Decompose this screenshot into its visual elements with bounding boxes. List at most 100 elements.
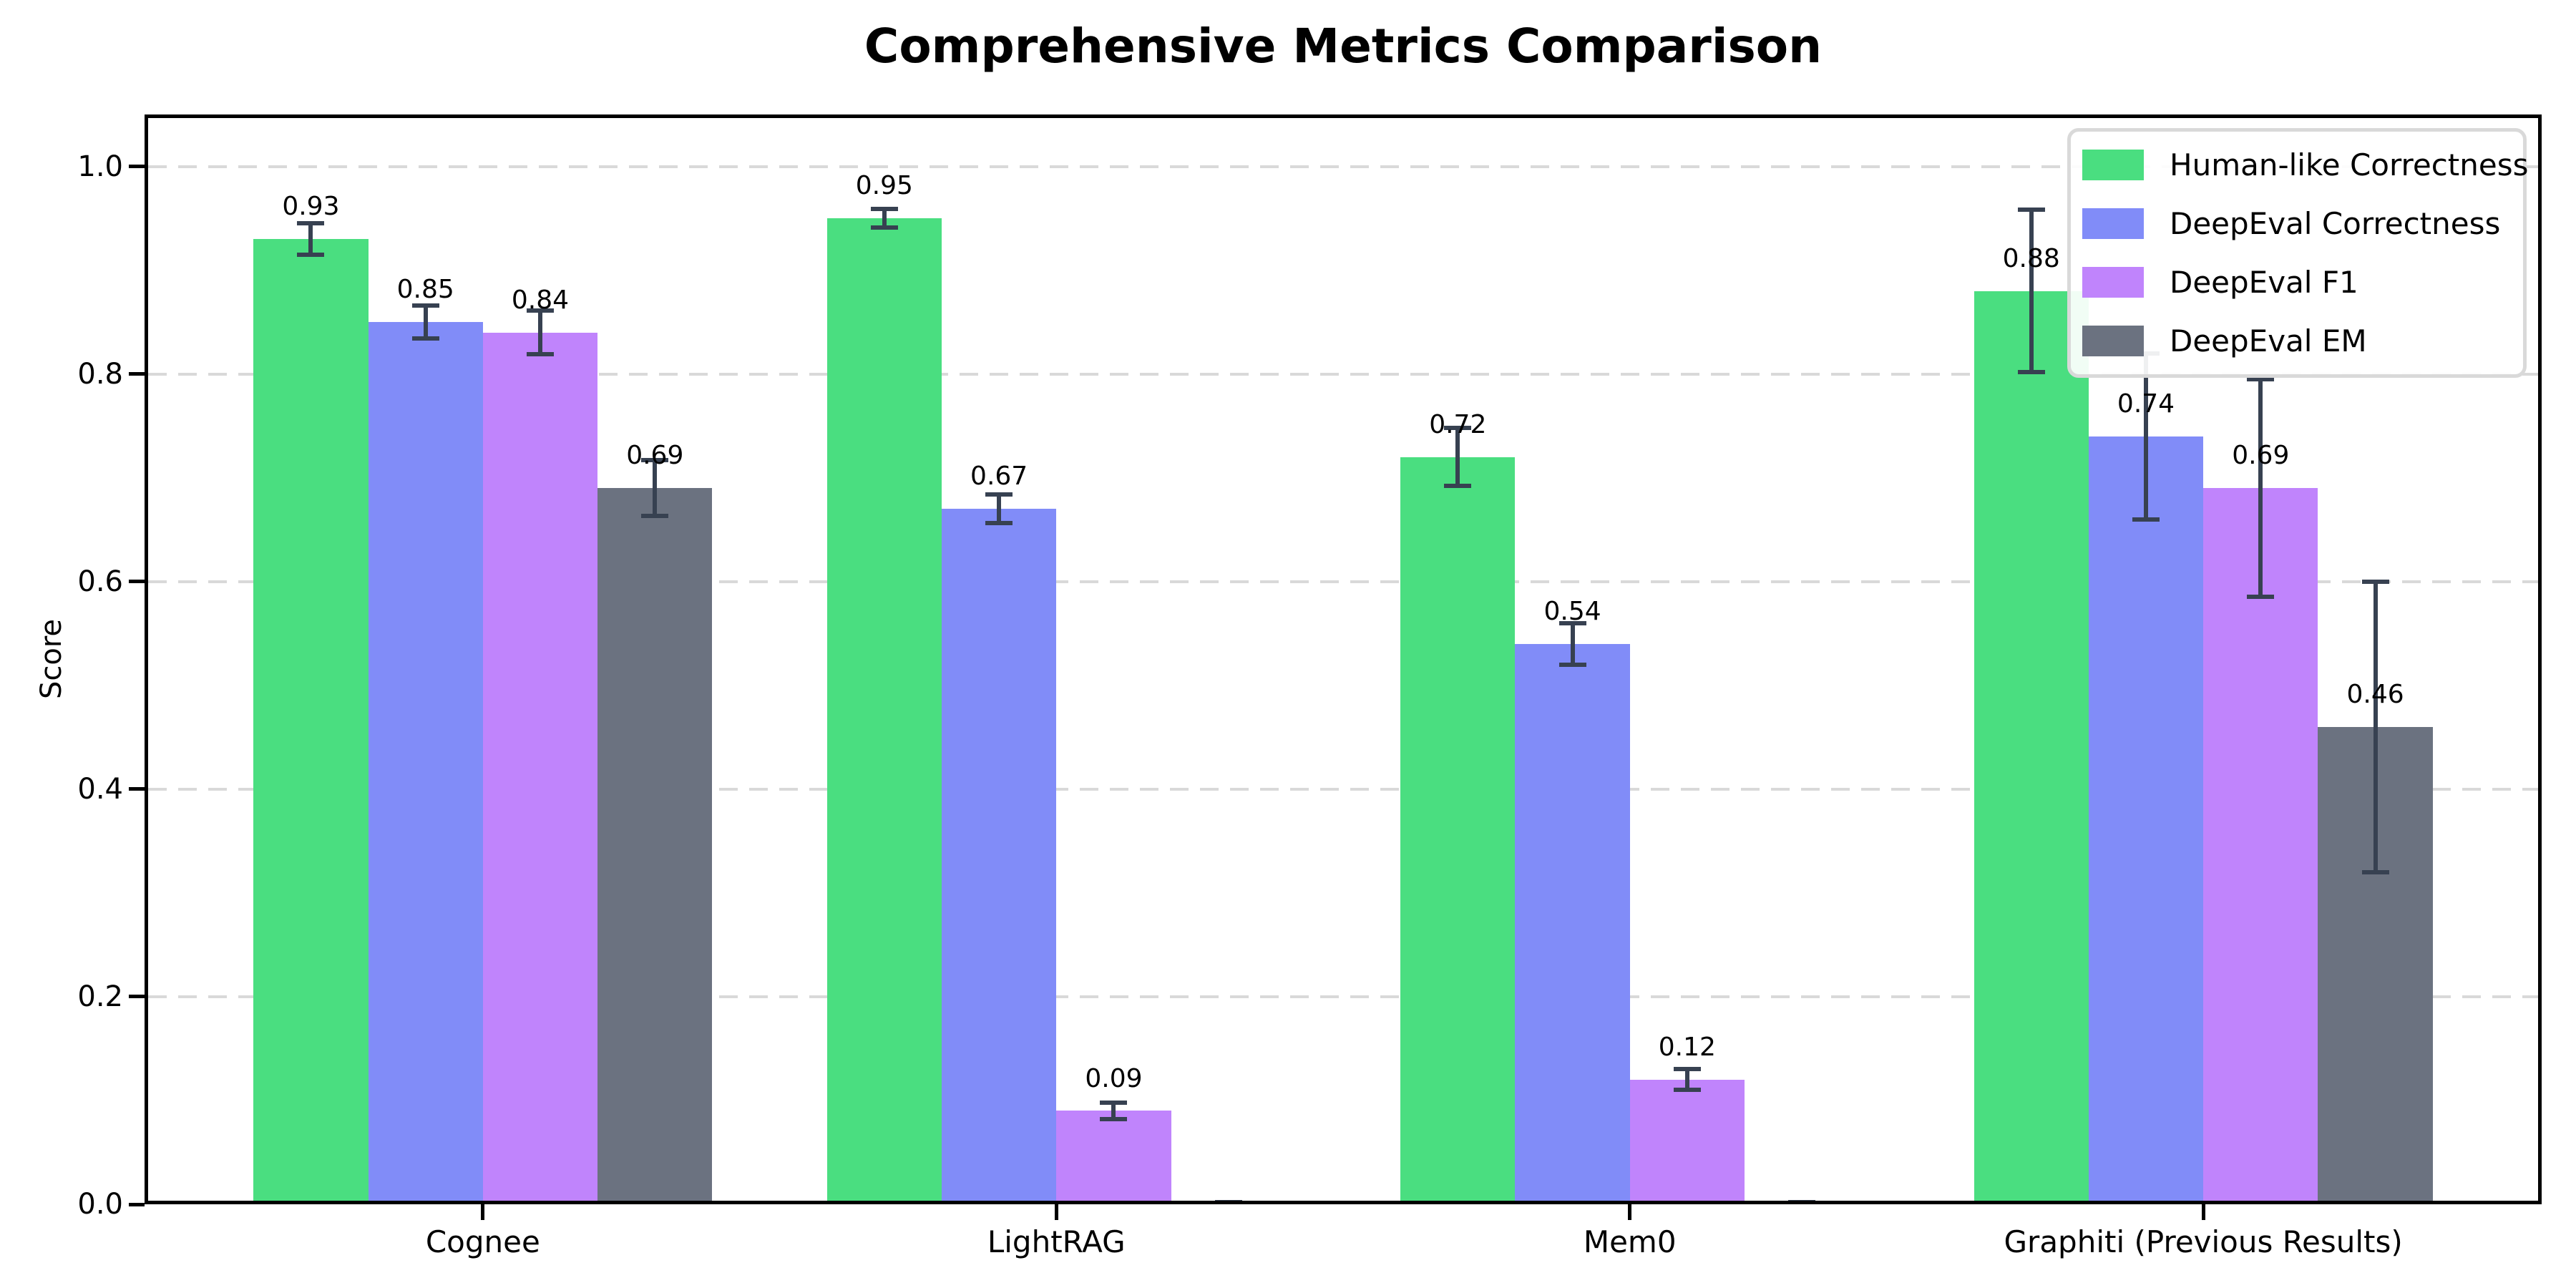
gridline-y-0.4	[148, 787, 2538, 791]
y-tick-0.6	[129, 580, 145, 584]
y-tick-label-0.4: 0.4	[77, 772, 123, 806]
x-tick-label-0: Cognee	[425, 1224, 540, 1259]
error-bar-cap-top-2-2	[1673, 1067, 1701, 1072]
error-bar-cap-top-3-1	[1214, 1200, 1242, 1205]
error-bar-cap-top-1-0	[411, 303, 439, 308]
error-bar-cap-top-3-2	[1788, 1200, 1816, 1205]
bar-value-label-1-3: 0.74	[2117, 389, 2175, 419]
bar-0-3	[1974, 291, 2089, 1204]
error-bar-cap-top-1-2	[1558, 620, 1586, 625]
error-bar-cap-bottom-1-0	[411, 336, 439, 341]
error-bar-0-0	[308, 223, 313, 255]
x-tick-label-3: Graphiti (Previous Results)	[2004, 1224, 2403, 1259]
bar-3-0	[597, 488, 713, 1204]
error-bar-cap-top-0-3	[2017, 208, 2045, 213]
bar-value-label-1-1: 0.67	[970, 462, 1028, 492]
error-bar-0-1	[882, 208, 887, 228]
bar-1-3	[2088, 436, 2204, 1204]
legend-item-human-like-correctness: Human-like Correctness	[2071, 137, 2529, 193]
y-tick-1.0	[129, 165, 145, 169]
error-bar-cap-bottom-1-3	[2132, 517, 2160, 522]
legend-label: DeepEval F1	[2170, 264, 2358, 300]
x-tick-0	[481, 1204, 485, 1220]
legend-swatch-deepeval-f1	[2082, 266, 2144, 298]
gridline-y-0.6	[148, 580, 2538, 583]
y-tick-label-0.2: 0.2	[77, 980, 123, 1013]
bar-value-label-0-0: 0.93	[282, 192, 340, 222]
error-bar-cap-bottom-0-0	[297, 252, 325, 257]
bar-0-1	[826, 218, 942, 1204]
error-bar-3-0	[653, 460, 658, 517]
bar-2-2	[1629, 1079, 1745, 1204]
error-bar-2-0	[537, 311, 542, 355]
error-bar-cap-bottom-2-2	[1673, 1088, 1701, 1093]
error-bar-cap-top-0-1	[870, 206, 898, 211]
bar-2-3	[2203, 488, 2318, 1204]
gridline-y-0.8	[148, 372, 2538, 376]
legend-item-deepeval-em: DeepEval EM	[2071, 313, 2523, 369]
error-bar-cap-top-2-1	[1100, 1100, 1128, 1105]
error-bar-cap-bottom-3-0	[641, 514, 669, 519]
bar-1-1	[941, 509, 1057, 1204]
y-tick-label-1.0: 1.0	[77, 150, 123, 183]
gridline-y-1	[148, 165, 2538, 168]
bar-value-label-2-0: 0.84	[511, 285, 570, 315]
legend: Human-like Correctness DeepEval Correctn…	[2067, 128, 2529, 378]
error-bar-1-1	[997, 494, 1002, 524]
legend-item-deepeval-f1: DeepEval F1	[2071, 254, 2523, 310]
error-bar-cap-top-0-0	[297, 221, 325, 226]
bar-1-2	[1515, 643, 1630, 1204]
bar-1-0	[368, 322, 483, 1204]
error-bar-cap-bottom-2-3	[2247, 595, 2275, 600]
error-bar-2-1	[1111, 1102, 1116, 1120]
legend-swatch-human-like-correctness	[2082, 150, 2144, 181]
error-bar-2-2	[1684, 1069, 1689, 1091]
bar-value-label-0-3: 0.88	[2002, 243, 2060, 273]
bar-value-label-1-2: 0.54	[1543, 596, 1601, 626]
y-tick-0.0	[129, 1202, 145, 1206]
bar-value-label-2-1: 0.09	[1085, 1063, 1143, 1093]
error-bar-cap-bottom-0-3	[2017, 369, 2045, 374]
error-bar-cap-top-3-3	[2361, 579, 2389, 584]
error-bar-cap-top-2-3	[2247, 376, 2275, 381]
legend-label: DeepEval Correctness	[2170, 206, 2501, 242]
chart-title: Comprehensive Metrics Comparison	[864, 19, 1823, 74]
error-bar-cap-bottom-2-1	[1100, 1117, 1128, 1122]
error-bar-cap-bottom-0-2	[1444, 484, 1472, 489]
error-bar-cap-top-0-2	[1444, 426, 1472, 431]
error-bar-cap-bottom-3-3	[2361, 869, 2389, 874]
y-tick-0.2	[129, 995, 145, 999]
y-tick-0.8	[129, 372, 145, 376]
bar-value-label-2-3: 0.69	[2232, 441, 2290, 471]
y-tick-label-0.6: 0.6	[77, 565, 123, 598]
legend-label: Human-like Correctness	[2170, 147, 2529, 183]
bar-2-1	[1056, 1111, 1171, 1204]
bar-value-label-2-2: 0.12	[1658, 1033, 1716, 1063]
bar-0-0	[253, 239, 369, 1204]
error-bar-1-3	[2144, 353, 2148, 519]
error-bar-cap-bottom-1-2	[1558, 662, 1586, 667]
bar-value-label-0-1: 0.95	[855, 171, 913, 201]
error-bar-3-3	[2373, 581, 2378, 872]
x-tick-label-2: Mem0	[1583, 1224, 1677, 1259]
y-tick-label-0.0: 0.0	[77, 1188, 123, 1221]
bar-value-label-0-2: 0.72	[1429, 409, 1487, 439]
x-tick-1	[1054, 1204, 1058, 1220]
error-bar-cap-top-3-0	[641, 458, 669, 462]
legend-label: DeepEval EM	[2170, 323, 2367, 358]
error-bar-0-2	[1455, 428, 1460, 487]
error-bar-cap-top-2-0	[526, 308, 554, 313]
error-bar-1-2	[1570, 623, 1575, 665]
legend-swatch-deepeval-em	[2082, 325, 2144, 356]
x-tick-3	[2201, 1204, 2205, 1220]
bar-2-0	[482, 332, 598, 1204]
error-bar-cap-bottom-2-0	[526, 352, 554, 357]
bar-value-label-3-0: 0.69	[626, 441, 684, 471]
error-bar-1-0	[423, 305, 428, 339]
legend-item-deepeval-correctness: DeepEval Correctness	[2071, 196, 2523, 252]
y-tick-label-0.8: 0.8	[77, 357, 123, 391]
error-bar-cap-top-1-1	[985, 492, 1013, 497]
bar-0-2	[1400, 457, 1516, 1204]
error-bar-cap-bottom-1-1	[985, 521, 1013, 526]
